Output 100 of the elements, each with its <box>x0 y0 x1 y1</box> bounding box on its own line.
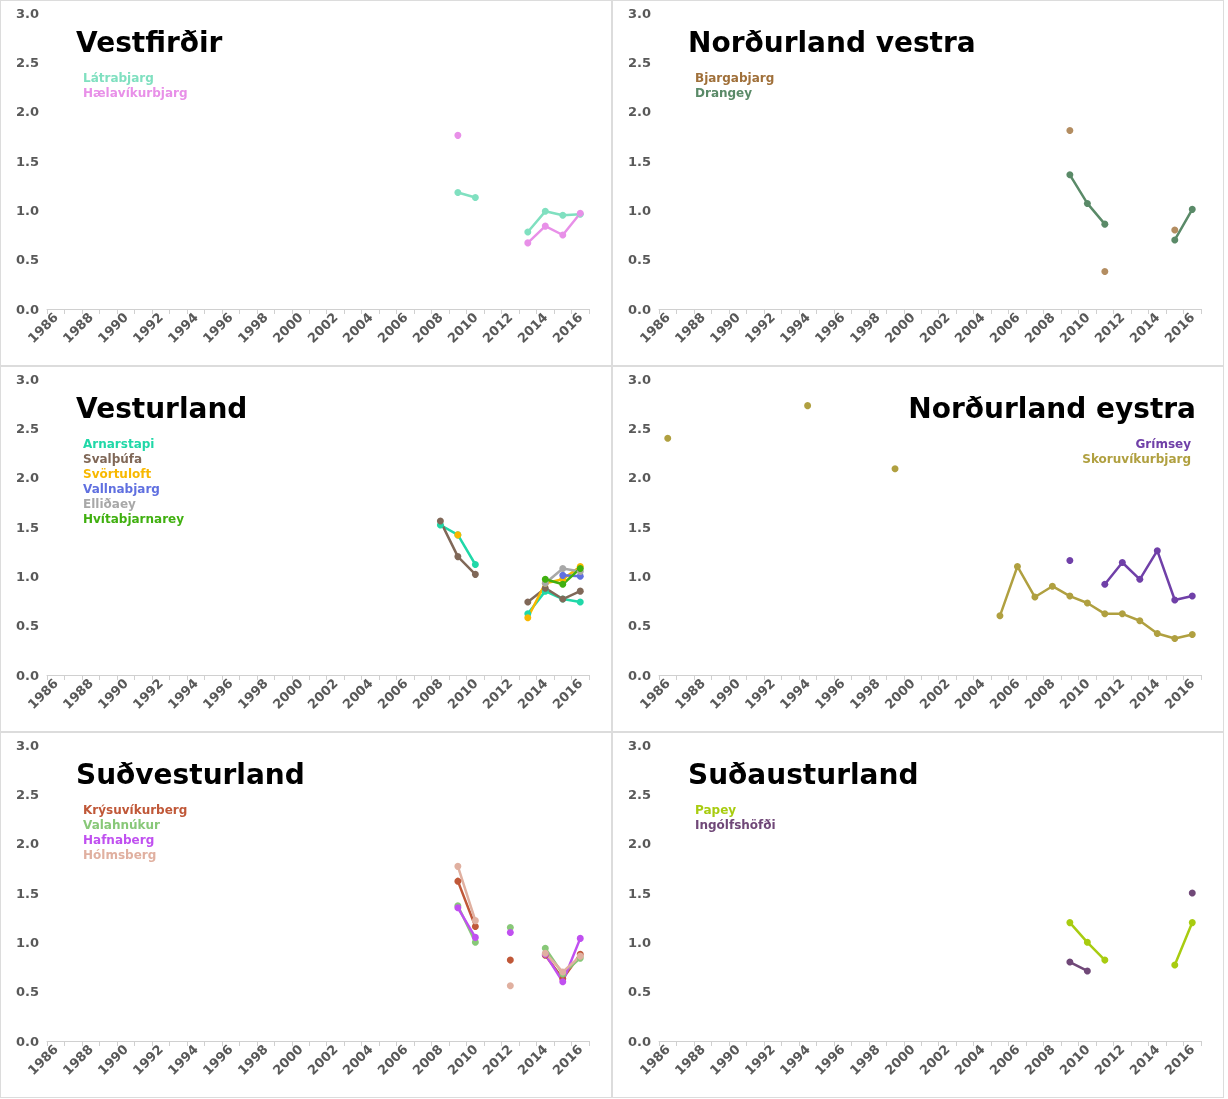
point <box>1171 236 1179 244</box>
text: Ingólfshöfði <box>695 818 776 832</box>
y-tick-label: 3.0 <box>15 371 39 387</box>
point <box>454 877 462 885</box>
text: Norðurland eystra <box>908 391 1196 425</box>
point <box>454 131 462 139</box>
point <box>1188 592 1196 600</box>
text: Vallnabjarg <box>83 482 160 496</box>
point <box>471 923 479 931</box>
point <box>576 587 584 595</box>
point <box>1136 575 1144 583</box>
y-tick-label: 2.5 <box>15 54 39 70</box>
y-tick-label: 3.0 <box>627 737 651 753</box>
text: Norðurland vestra <box>688 25 976 59</box>
y-tick-label: 1.0 <box>627 934 651 950</box>
point <box>1188 205 1196 213</box>
point <box>524 598 532 606</box>
y-tick-label: 1.5 <box>15 885 39 901</box>
y-tick-label: 1.5 <box>627 153 651 169</box>
point <box>436 517 444 525</box>
y-tick-label: 1.0 <box>627 202 651 218</box>
y-tick-label: 1.0 <box>15 202 39 218</box>
point <box>524 228 532 236</box>
text: Arnarstapi <box>83 437 155 451</box>
y-tick-label: 2.5 <box>627 420 651 436</box>
text: Vestfirðir <box>76 25 223 59</box>
point <box>576 598 584 606</box>
text: Papey <box>695 803 737 817</box>
point <box>471 570 479 578</box>
y-tick-label: 0.0 <box>627 1033 651 1049</box>
y-tick-label: 3.0 <box>627 5 651 21</box>
point <box>1083 938 1091 946</box>
point <box>891 465 899 473</box>
y-tick-label: 1.5 <box>15 153 39 169</box>
y-tick-label: 0.0 <box>15 667 39 683</box>
y-tick-label: 3.0 <box>627 371 651 387</box>
point <box>576 934 584 942</box>
text: Suðausturland <box>688 757 919 791</box>
y-tick-label: 2.0 <box>15 836 39 852</box>
y-tick-label: 0.0 <box>627 667 651 683</box>
text: Drangey <box>695 86 753 100</box>
point <box>559 211 567 219</box>
point <box>1013 562 1021 570</box>
point <box>559 564 567 572</box>
text: Vesturland <box>76 391 248 425</box>
text: Hafnaberg <box>83 833 155 847</box>
y-tick-label: 0.0 <box>15 301 39 317</box>
text: Hælavíkurbjarg <box>83 86 188 100</box>
point <box>996 612 1004 620</box>
y-tick-label: 0.5 <box>15 252 39 268</box>
point <box>1188 919 1196 927</box>
y-tick-label: 2.0 <box>15 470 39 486</box>
y-tick-label: 2.5 <box>627 54 651 70</box>
y-tick-label: 2.0 <box>15 104 39 120</box>
point <box>1101 268 1109 275</box>
point <box>1083 199 1091 207</box>
y-tick-label: 3.0 <box>15 5 39 21</box>
point <box>471 560 479 568</box>
point <box>471 194 479 201</box>
point <box>1136 617 1144 625</box>
text: Hólmsberg <box>83 848 157 862</box>
y-tick-label: 3.0 <box>15 737 39 753</box>
y-tick-label: 1.5 <box>15 519 39 535</box>
point <box>1153 630 1161 638</box>
y-tick-label: 1.0 <box>627 568 651 584</box>
point <box>1066 592 1074 600</box>
text: Suðvesturland <box>76 757 305 791</box>
point <box>1066 958 1074 966</box>
point <box>1101 610 1109 618</box>
point <box>664 434 672 442</box>
point <box>454 862 462 870</box>
point <box>1101 220 1109 228</box>
text: Grímsey <box>1135 437 1192 451</box>
point <box>1171 596 1179 604</box>
point <box>541 207 549 215</box>
y-tick-label: 0.0 <box>15 1033 39 1049</box>
y-tick-label: 2.0 <box>627 104 651 120</box>
point <box>1171 226 1179 234</box>
point <box>524 614 532 622</box>
text: Krýsuvíkurberg <box>83 803 188 817</box>
point <box>1101 580 1109 588</box>
y-tick-label: 1.0 <box>15 568 39 584</box>
point <box>1118 559 1126 567</box>
point <box>559 231 567 239</box>
point <box>1171 961 1179 969</box>
text: Skoruvíkurbjarg <box>1082 452 1191 466</box>
point <box>1066 126 1074 134</box>
text: Svörtuloft <box>83 467 152 481</box>
point <box>559 580 567 588</box>
text: Hvítabjarnarey <box>83 512 185 526</box>
point <box>454 553 462 561</box>
point <box>1171 634 1179 642</box>
y-tick-label: 2.0 <box>627 470 651 486</box>
point <box>559 571 567 579</box>
y-tick-label: 0.5 <box>627 618 651 634</box>
point <box>471 933 479 941</box>
point <box>1066 557 1074 565</box>
point <box>804 402 812 410</box>
point <box>1083 599 1091 607</box>
point <box>1101 956 1109 964</box>
